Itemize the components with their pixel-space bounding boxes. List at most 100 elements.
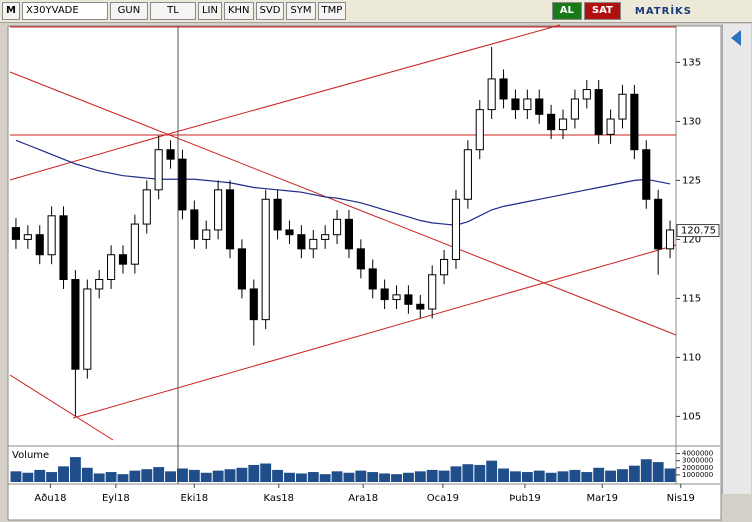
symbol-box[interactable]: X30YVADE — [21, 2, 108, 20]
y-tick-label: 125 — [682, 175, 701, 186]
candle-body — [356, 248, 365, 270]
last-price-box — [676, 224, 720, 238]
volume-bar — [652, 462, 664, 482]
volume-bar — [69, 457, 81, 482]
volume-bar — [81, 467, 93, 482]
candle-body — [665, 229, 675, 250]
volume-bar — [521, 472, 533, 482]
menu-button[interactable]: M — [2, 2, 20, 20]
candle-body — [654, 198, 663, 250]
candle-body — [285, 229, 294, 236]
candle-body — [618, 93, 627, 120]
volume-bar — [628, 465, 640, 482]
tool-button[interactable]: SVD — [255, 2, 285, 20]
volume-bar — [545, 472, 557, 482]
volume-bar — [141, 469, 153, 482]
volume-bar — [46, 472, 58, 482]
volume-bar — [295, 473, 307, 482]
volume-bar — [224, 469, 236, 482]
volume-bar — [557, 471, 569, 482]
candle-body — [547, 113, 556, 131]
volume-bar — [117, 474, 129, 482]
candle-body — [570, 98, 579, 120]
volume-bar — [617, 469, 628, 482]
moving-average — [15, 139, 671, 226]
volume-tick-label: 4000000 — [682, 450, 713, 458]
volume-bar — [664, 468, 676, 482]
volume-bar — [212, 470, 224, 482]
candle-body — [130, 223, 139, 265]
candle-body — [451, 198, 461, 260]
candle-body — [107, 254, 116, 281]
period-button[interactable]: GUN — [109, 2, 148, 20]
volume-tick-label: 1000000 — [682, 471, 713, 479]
candle-body — [404, 294, 413, 305]
candle-body — [523, 98, 532, 111]
tool-button[interactable]: SYM — [286, 2, 316, 20]
candle-body — [416, 303, 425, 310]
volume-bar — [593, 467, 605, 482]
candle-body — [606, 118, 615, 135]
candle-body — [237, 248, 246, 290]
x-tick-label: Eyl18 — [102, 493, 130, 504]
volume-bar — [177, 468, 188, 482]
x-tick-label: Kas18 — [264, 493, 294, 504]
candle-body — [344, 218, 354, 250]
candle-body — [23, 234, 32, 240]
candle-body — [368, 268, 377, 290]
volume-bar — [331, 471, 343, 482]
volume-bar — [248, 464, 260, 482]
candle-body — [440, 258, 449, 276]
candle-body — [166, 149, 175, 160]
candle-body — [154, 149, 163, 191]
volume-bar — [22, 472, 34, 482]
collapse-button[interactable] — [723, 24, 751, 54]
currency-button[interactable]: TL — [149, 2, 196, 20]
sell-button[interactable]: SAT — [583, 2, 621, 20]
tool-button[interactable]: KHN — [223, 2, 254, 20]
candle-body — [594, 89, 603, 135]
volume-bar — [260, 463, 272, 482]
volume-bar — [105, 472, 117, 482]
candle-body — [511, 98, 520, 111]
x-tick-label: Aðu18 — [34, 493, 66, 504]
candle-body — [59, 215, 68, 281]
candle-body — [261, 198, 270, 321]
volume-bar — [640, 459, 652, 482]
candle-body — [190, 209, 199, 240]
x-tick-label: Ara18 — [348, 493, 378, 504]
volume-bar — [533, 470, 545, 482]
candle-body — [558, 118, 568, 131]
volume-bar — [200, 472, 212, 482]
candle-body — [71, 279, 80, 370]
candle-body — [428, 274, 437, 310]
volume-bar — [153, 467, 165, 482]
side-panel — [722, 24, 751, 494]
candle-body — [47, 215, 56, 256]
candle-body — [249, 288, 258, 321]
tool-button[interactable]: TMP — [317, 2, 347, 20]
volume-bar — [498, 468, 509, 482]
y-tick-label: 110 — [682, 352, 701, 363]
volume-bar — [474, 464, 486, 482]
tool-button[interactable]: LIN — [197, 2, 222, 20]
x-tick-label: Eki18 — [181, 493, 209, 504]
volume-bar — [307, 472, 319, 482]
candle-body — [11, 227, 21, 240]
volume-tick-label: 2000000 — [682, 464, 713, 472]
candle-body — [118, 254, 128, 265]
candle-body — [321, 234, 330, 240]
candle-body — [95, 279, 104, 290]
candle-body — [475, 109, 484, 151]
volume-bar — [34, 469, 46, 482]
candle-body — [309, 238, 318, 250]
candle-body — [463, 149, 472, 200]
buy-button[interactable]: AL — [551, 2, 582, 20]
last-price: 120.75 — [681, 226, 716, 237]
candle-body — [380, 288, 389, 301]
candle-body — [83, 288, 92, 370]
volume-bar — [236, 467, 248, 482]
y-tick-label: 120 — [682, 234, 701, 245]
candle-body — [225, 189, 235, 250]
toolbar: M X30YVADE GUN TL LIN KHN SVD SYM TMP AL… — [0, 0, 752, 23]
